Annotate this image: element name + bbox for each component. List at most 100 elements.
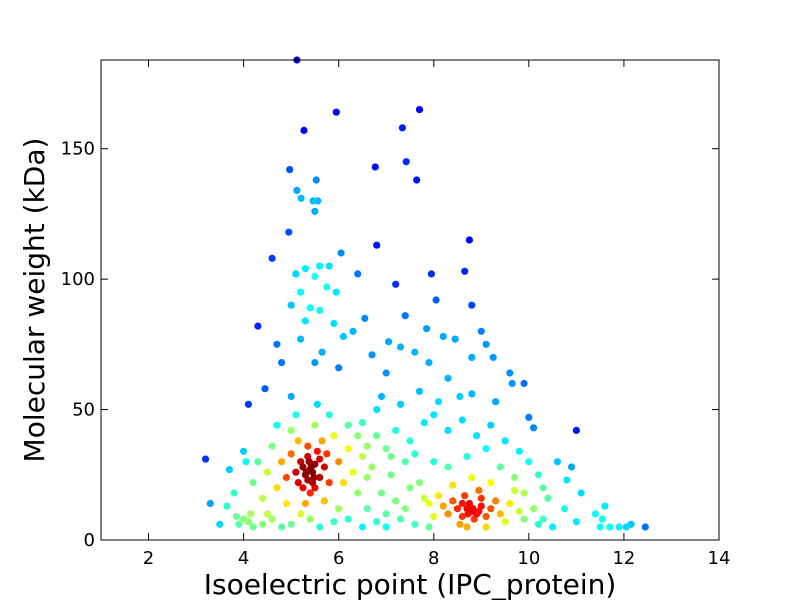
data-point bbox=[463, 505, 471, 513]
data-point bbox=[309, 197, 317, 205]
data-point bbox=[463, 452, 471, 461]
data-point bbox=[622, 523, 630, 531]
data-point bbox=[216, 520, 224, 528]
data-point bbox=[268, 442, 276, 450]
data-point bbox=[392, 426, 400, 434]
data-point bbox=[425, 499, 433, 508]
data-point bbox=[371, 163, 379, 171]
data-point bbox=[282, 499, 290, 508]
data-point bbox=[297, 194, 305, 202]
data-point bbox=[325, 479, 333, 487]
data-point bbox=[530, 424, 538, 432]
data-point bbox=[434, 398, 443, 406]
data-point bbox=[425, 359, 433, 367]
data-point bbox=[544, 494, 552, 502]
x-tick-label: 6 bbox=[333, 548, 344, 569]
data-point bbox=[301, 499, 309, 508]
data-point bbox=[430, 458, 438, 466]
data-point bbox=[591, 510, 600, 518]
data-point bbox=[287, 301, 295, 309]
x-tick-label: 14 bbox=[708, 548, 731, 569]
data-point bbox=[392, 280, 400, 288]
data-point bbox=[401, 505, 409, 513]
data-point bbox=[330, 518, 338, 526]
data-point bbox=[439, 332, 447, 341]
data-point bbox=[473, 432, 481, 440]
data-point bbox=[377, 392, 386, 401]
data-point bbox=[468, 390, 476, 398]
data-point bbox=[606, 523, 614, 531]
data-point bbox=[278, 458, 286, 466]
data-point bbox=[444, 463, 452, 471]
data-point bbox=[411, 450, 419, 458]
data-point bbox=[230, 489, 238, 497]
data-point bbox=[373, 406, 381, 414]
data-point bbox=[420, 494, 428, 502]
data-point bbox=[273, 421, 281, 429]
data-point bbox=[401, 458, 409, 466]
data-point bbox=[501, 437, 509, 445]
data-point bbox=[278, 523, 286, 531]
data-point bbox=[415, 479, 424, 487]
data-point bbox=[332, 288, 340, 296]
data-point bbox=[335, 505, 343, 513]
data-point bbox=[396, 343, 405, 351]
data-point bbox=[539, 484, 547, 492]
data-point bbox=[358, 419, 367, 427]
data-point bbox=[368, 463, 376, 471]
data-point bbox=[492, 497, 500, 505]
data-point bbox=[294, 479, 302, 487]
data-point bbox=[515, 507, 523, 515]
data-point bbox=[496, 463, 504, 471]
data-point bbox=[392, 497, 400, 505]
data-point bbox=[430, 411, 438, 419]
data-point bbox=[373, 432, 381, 440]
data-point bbox=[572, 518, 581, 526]
data-point bbox=[306, 466, 314, 474]
data-point bbox=[534, 471, 543, 479]
x-tick-label: 12 bbox=[612, 548, 635, 569]
x-tick-label: 2 bbox=[143, 548, 154, 569]
data-point bbox=[311, 207, 319, 215]
data-point bbox=[311, 359, 319, 367]
data-point bbox=[475, 486, 483, 494]
data-point bbox=[402, 158, 410, 166]
data-point bbox=[496, 510, 504, 518]
data-point bbox=[337, 249, 345, 257]
data-point bbox=[325, 262, 333, 270]
data-point bbox=[463, 523, 471, 531]
data-point bbox=[430, 512, 438, 521]
data-point bbox=[354, 270, 362, 278]
data-point bbox=[549, 523, 557, 531]
data-point bbox=[335, 364, 343, 372]
data-point bbox=[344, 445, 352, 453]
data-point bbox=[273, 484, 281, 492]
data-point bbox=[377, 489, 386, 497]
data-point bbox=[510, 486, 519, 494]
data-point bbox=[461, 492, 469, 500]
data-point bbox=[278, 359, 286, 367]
data-point bbox=[468, 473, 476, 481]
data-point bbox=[453, 505, 462, 513]
data-point bbox=[510, 473, 519, 481]
data-point bbox=[301, 317, 309, 325]
data-point bbox=[563, 476, 571, 484]
data-point bbox=[373, 241, 381, 249]
data-point bbox=[339, 332, 347, 341]
data-point bbox=[287, 450, 295, 458]
data-point bbox=[425, 523, 433, 531]
data-point bbox=[406, 437, 414, 445]
data-point bbox=[273, 340, 281, 348]
data-point bbox=[240, 447, 248, 455]
data-point bbox=[420, 419, 428, 427]
data-point bbox=[297, 335, 305, 343]
data-point bbox=[458, 512, 466, 521]
data-point bbox=[206, 499, 214, 508]
x-axis-label: Isoelectric point (IPC_protein) bbox=[204, 568, 617, 600]
data-point bbox=[401, 312, 409, 320]
data-point bbox=[456, 392, 464, 401]
data-point bbox=[318, 437, 326, 445]
data-point bbox=[520, 515, 528, 523]
data-point bbox=[434, 492, 443, 500]
